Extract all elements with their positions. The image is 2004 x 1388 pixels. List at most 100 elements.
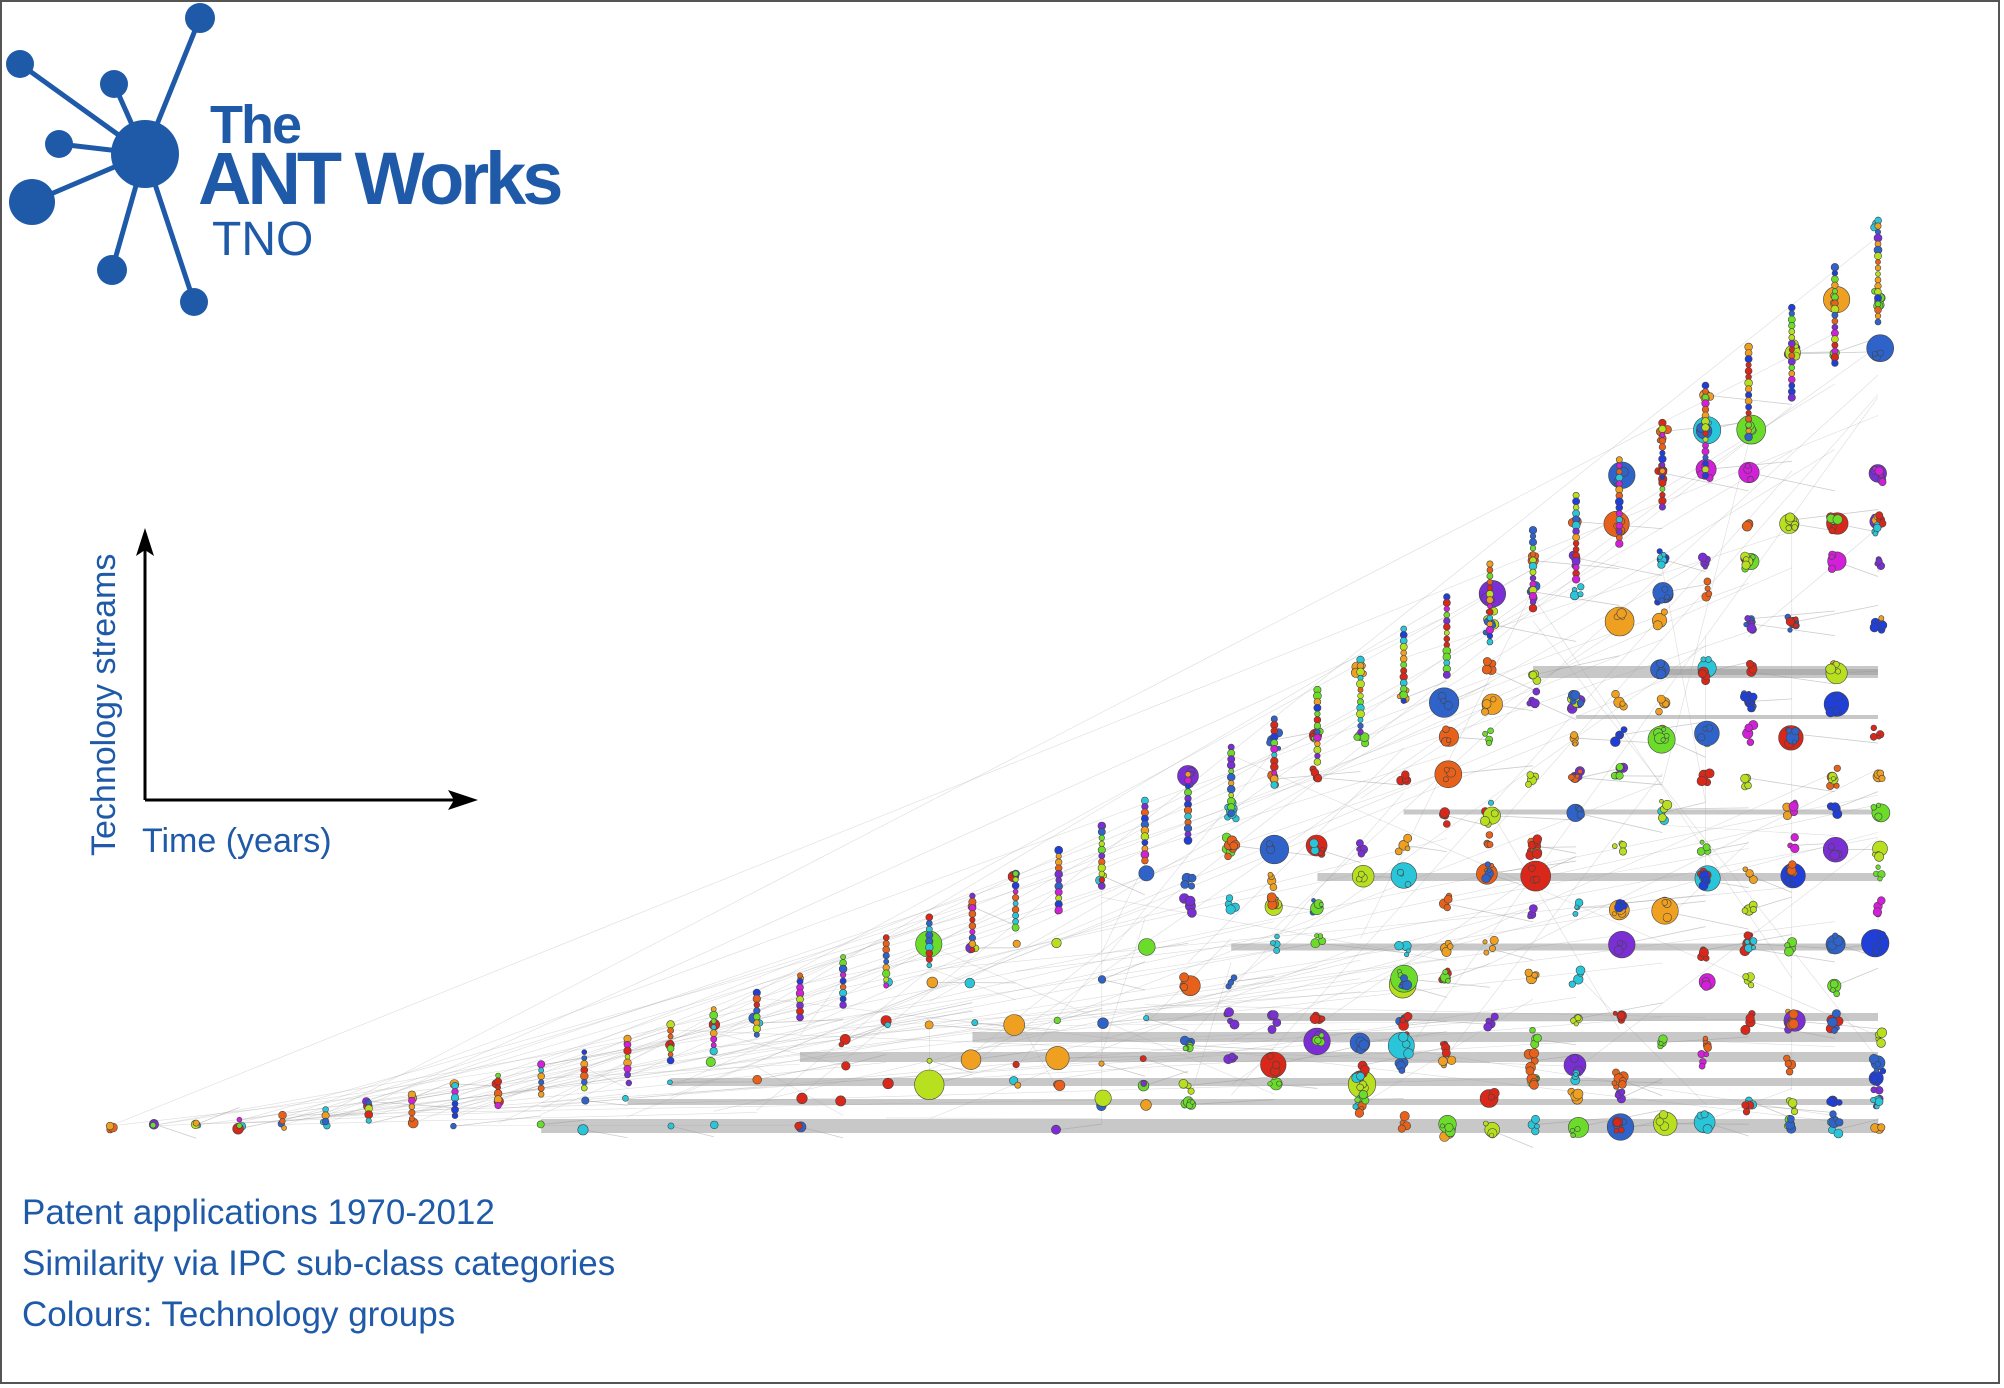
network-node: [1438, 1056, 1448, 1066]
network-node: [1482, 939, 1488, 945]
network-node: [1876, 1038, 1886, 1048]
network-node: [1877, 930, 1887, 940]
network-node: [1357, 717, 1364, 723]
network-node: [752, 994, 761, 1003]
caption-line-2: Similarity via IPC sub-class categories: [22, 1244, 616, 1283]
network-node: [1098, 876, 1105, 884]
network-node: [1270, 781, 1279, 789]
network-node: [1266, 1052, 1274, 1060]
network-edge-faint: [1489, 394, 1879, 836]
network-node: [1045, 1046, 1070, 1071]
network-node: [753, 1031, 760, 1038]
network-node: [1872, 350, 1878, 357]
network-node: [1483, 949, 1490, 956]
network-node: [1790, 843, 1800, 854]
network-node: [1788, 1009, 1799, 1020]
network-edge: [1058, 1123, 1102, 1131]
network-node: [1620, 899, 1626, 905]
network-node: [1224, 1007, 1234, 1017]
network-edge-faint: [1662, 442, 1749, 784]
network-node: [1827, 564, 1837, 573]
network-node: [1534, 1123, 1540, 1130]
network-node: [1610, 736, 1621, 747]
network-node: [450, 1122, 457, 1130]
network-node: [1269, 883, 1278, 892]
network-node: [1404, 845, 1411, 852]
network-edge: [886, 1010, 973, 1026]
network-node: [1314, 710, 1321, 718]
network-node: [581, 1049, 588, 1055]
network-node: [1527, 913, 1533, 920]
network-node: [1831, 281, 1839, 289]
network-edge-faint: [1489, 809, 1620, 1030]
ant-works-logo: The ANT Works TNO: [2, 2, 622, 332]
network-node: [538, 1079, 545, 1086]
network-node: [1356, 1083, 1364, 1092]
network-node: [794, 1121, 803, 1131]
network-node: [1788, 1018, 1799, 1030]
network-edge: [1101, 1063, 1146, 1077]
network-node: [1141, 856, 1149, 865]
network-node: [1525, 781, 1532, 788]
network-node: [1532, 848, 1543, 859]
network-edge: [842, 1024, 887, 1040]
network-node: [1618, 1088, 1626, 1096]
network-node: [1870, 1086, 1878, 1094]
network-edge-faint: [325, 1113, 369, 1116]
network-node: [623, 1064, 632, 1073]
network-node: [1140, 1080, 1147, 1087]
network-node: [1529, 1048, 1540, 1059]
network-node: [1309, 1013, 1321, 1024]
network-node: [1526, 771, 1535, 779]
network-node: [1870, 804, 1878, 811]
network-node: [1877, 349, 1884, 357]
network-node: [1570, 731, 1578, 740]
network-node: [1788, 303, 1796, 312]
network-node: [883, 958, 890, 965]
network-node: [1659, 798, 1664, 804]
network-edge: [1317, 777, 1404, 786]
network-node: [1702, 436, 1709, 443]
network-node: [1831, 776, 1836, 781]
network-node: [968, 910, 977, 918]
network-node: [1097, 863, 1106, 873]
network-node: [1874, 318, 1882, 326]
network-node: [1574, 1014, 1582, 1022]
network-node: [1696, 775, 1707, 787]
network-node: [1658, 443, 1666, 451]
network-node: [1826, 1097, 1835, 1106]
network-node: [1184, 812, 1192, 821]
network-node: [1740, 1024, 1751, 1035]
network-node: [408, 1096, 416, 1105]
network-node: [1228, 792, 1234, 799]
network-node: [1874, 312, 1882, 320]
network-node: [1745, 421, 1752, 429]
network-node: [969, 916, 976, 923]
network-edge: [1834, 791, 1879, 809]
network-edge: [1619, 1078, 1663, 1100]
network-node: [1787, 1098, 1798, 1108]
network-node: [1529, 1026, 1536, 1034]
network-node: [1098, 834, 1105, 842]
network-node: [1744, 723, 1753, 732]
network-node: [796, 978, 804, 985]
network-node: [1486, 566, 1494, 574]
network-node: [577, 1124, 589, 1136]
network-node: [883, 982, 890, 989]
network-edge-faint: [1230, 875, 1534, 1085]
network-node: [1876, 1027, 1888, 1038]
network-node: [1358, 1039, 1370, 1051]
network-node: [753, 1013, 761, 1021]
network-node: [1485, 831, 1494, 839]
network-node: [1615, 771, 1624, 780]
network-node: [1314, 933, 1319, 939]
network-node: [1788, 334, 1796, 341]
network-node: [1875, 259, 1881, 265]
network-node: [1570, 1132, 1576, 1139]
network-edge: [1101, 979, 1146, 991]
network-node: [1572, 504, 1580, 511]
network-node: [1313, 733, 1322, 743]
network-node: [1701, 465, 1710, 474]
network-node: [1357, 687, 1364, 693]
network-node: [537, 1060, 546, 1069]
